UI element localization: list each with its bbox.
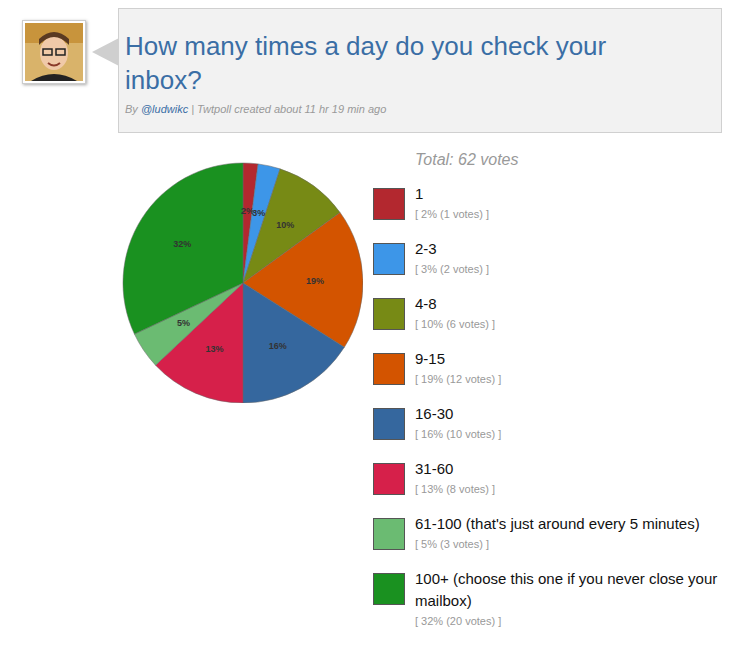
- html-text:[ 19% (12 votes) ]: [ 19% (12 votes) ]: [415, 373, 502, 385]
- svg-text:2%: 2%: [241, 206, 254, 217]
- html-text:100+ (choose this one if you n: 100+ (choose this one if you never close…: [415, 570, 718, 609]
- html-text:[ 3% (2 votes) ]: [ 3% (2 votes) ]: [415, 263, 489, 275]
- html-text:How many times a day do you ch: How many times a day do you check your i…: [125, 31, 607, 95]
- html-text:Total: 62 votes: Total: 62 votes: [415, 151, 519, 168]
- svg-text:13%: 13%: [205, 344, 223, 354]
- svg-text:10%: 10%: [276, 220, 294, 230]
- html-text:2-3: 2-3: [415, 240, 437, 257]
- html-text:4-8: 4-8: [415, 295, 437, 312]
- html-text:[ 16% (10 votes) ]: [ 16% (10 votes) ]: [415, 428, 502, 440]
- html-text:[ 5% (3 votes) ]: [ 5% (3 votes) ]: [415, 538, 489, 550]
- html-text:1: 1: [415, 185, 424, 202]
- svg-text:32%: 32%: [173, 239, 191, 249]
- html-text:[ 2% (1 votes) ]: [ 2% (1 votes) ]: [415, 208, 489, 220]
- svg-text:3%: 3%: [252, 208, 265, 218]
- svg-text:5%: 5%: [177, 318, 190, 328]
- html-text:By @ludwikc | Twtpoll created: By @ludwikc | Twtpoll created about 11 h…: [125, 103, 387, 115]
- svg-text:19%: 19%: [306, 276, 324, 286]
- html-text:31-60: 31-60: [415, 460, 454, 477]
- html-text:16-30: 16-30: [415, 405, 454, 422]
- html-text:[ 32% (20 votes) ]: [ 32% (20 votes) ]: [415, 615, 502, 627]
- html-text:[ 10% (6 votes) ]: [ 10% (6 votes) ]: [415, 318, 496, 330]
- html-text:[ 13% (8 votes) ]: [ 13% (8 votes) ]: [415, 483, 496, 495]
- svg-text:16%: 16%: [269, 341, 287, 351]
- html-text:61-100 (that's just around eve: 61-100 (that's just around every 5 minut…: [415, 515, 700, 532]
- html-text:9-15: 9-15: [415, 350, 445, 367]
